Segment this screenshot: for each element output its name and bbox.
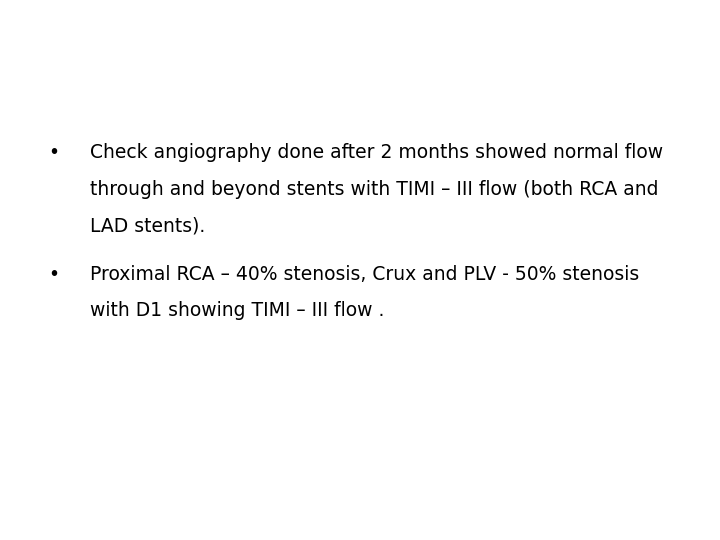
- Text: •: •: [48, 265, 60, 284]
- Text: Proximal RCA – 40% stenosis, Crux and PLV - 50% stenosis: Proximal RCA – 40% stenosis, Crux and PL…: [90, 265, 639, 284]
- Text: with D1 showing TIMI – III flow .: with D1 showing TIMI – III flow .: [90, 301, 384, 320]
- Text: through and beyond stents with TIMI – III flow (both RCA and: through and beyond stents with TIMI – II…: [90, 180, 659, 199]
- Text: •: •: [48, 143, 60, 162]
- Text: Check angiography done after 2 months showed normal flow: Check angiography done after 2 months sh…: [90, 143, 663, 162]
- Text: LAD stents).: LAD stents).: [90, 217, 205, 235]
